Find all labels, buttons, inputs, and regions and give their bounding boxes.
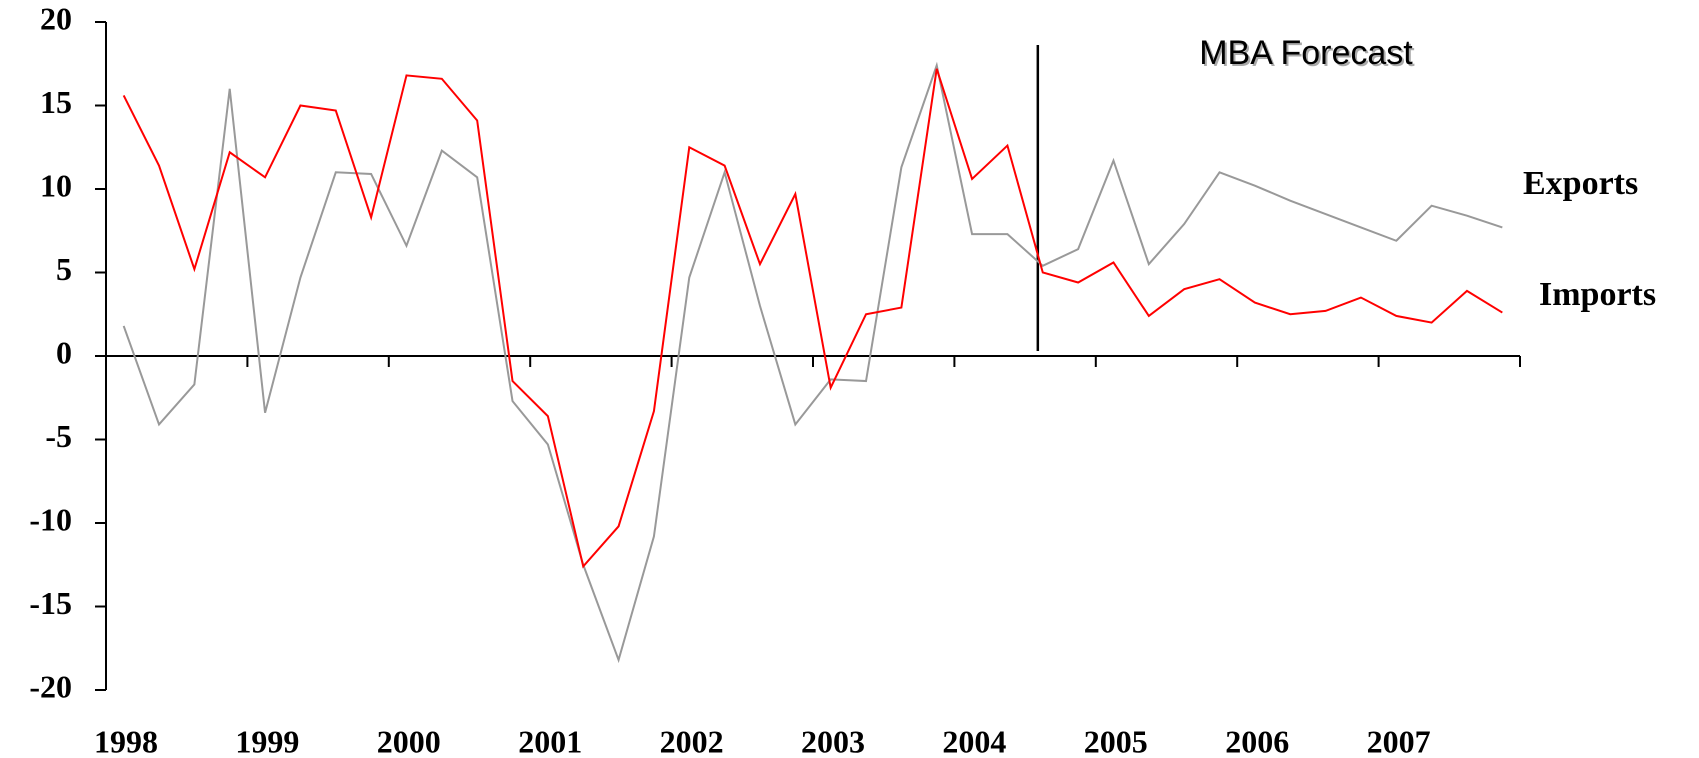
annotation-text: MBA Forecast [1199,34,1413,72]
series-line [122,61,1503,664]
y-tick-label: 0 [56,334,72,370]
x-tick-label: 2004 [942,723,1006,758]
x-tick-label: 2001 [518,723,582,758]
x-tick-label: 2005 [1084,723,1148,758]
x-tick-label: 2000 [377,723,441,758]
y-tick-label: -15 [29,585,72,621]
series-line [122,68,1503,569]
x-tick-label: 2003 [801,723,865,758]
x-tick-label: 2002 [660,723,724,758]
x-tick-label: 1998 [94,723,158,758]
y-tick-label: -5 [45,418,72,454]
y-tick-label: 15 [40,84,72,120]
y-tick-label: 5 [56,251,72,287]
legend-label: Imports [1539,276,1656,313]
x-tick-label: 2007 [1367,723,1431,758]
x-tick-label: 1999 [235,723,299,758]
y-tick-label: -10 [29,501,72,537]
x-tick-label: 2006 [1225,723,1289,758]
y-tick-label: 20 [40,0,72,36]
y-tick-label: 10 [40,167,72,203]
legend-label: Exports [1523,165,1638,202]
y-tick-label: -20 [29,668,72,704]
